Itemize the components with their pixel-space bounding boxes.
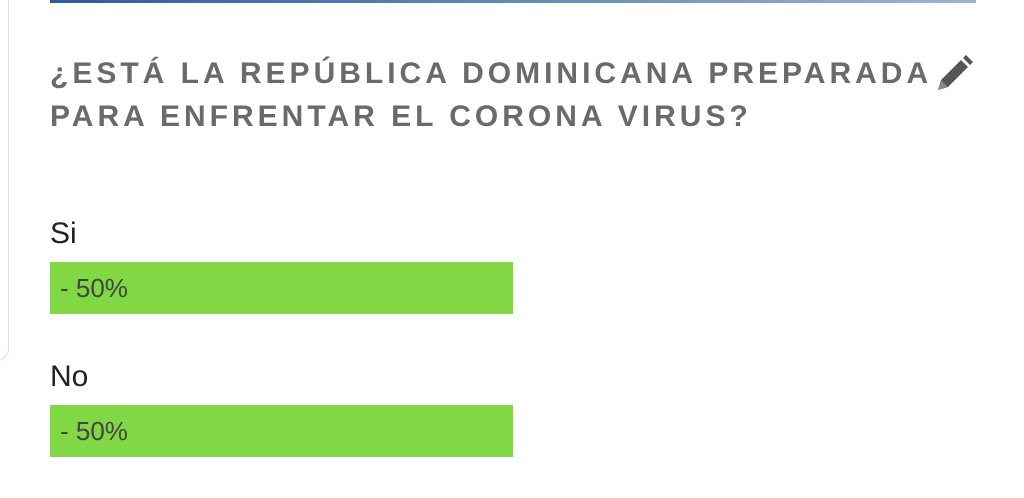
top-border [50, 0, 976, 3]
poll-option: No - 50% [50, 355, 976, 498]
percent-label: - 50% [60, 416, 128, 446]
result-bar [50, 405, 513, 457]
poll-option: Si - 50% [50, 212, 976, 355]
poll-question: ¿ESTÁ LA REPÚBLICA DOMINICANA PREPARADA … [50, 57, 931, 133]
edit-icon[interactable] [934, 54, 974, 94]
bar-track: - 50% [50, 405, 976, 457]
poll-options: Si - 50% No - 50% [50, 212, 976, 498]
bar-track: - 50% [50, 262, 976, 314]
percent-label: - 50% [60, 273, 128, 303]
card-edge [0, 0, 9, 361]
result-bar [50, 262, 513, 314]
option-label: Si [50, 217, 77, 250]
option-label: No [50, 360, 89, 393]
